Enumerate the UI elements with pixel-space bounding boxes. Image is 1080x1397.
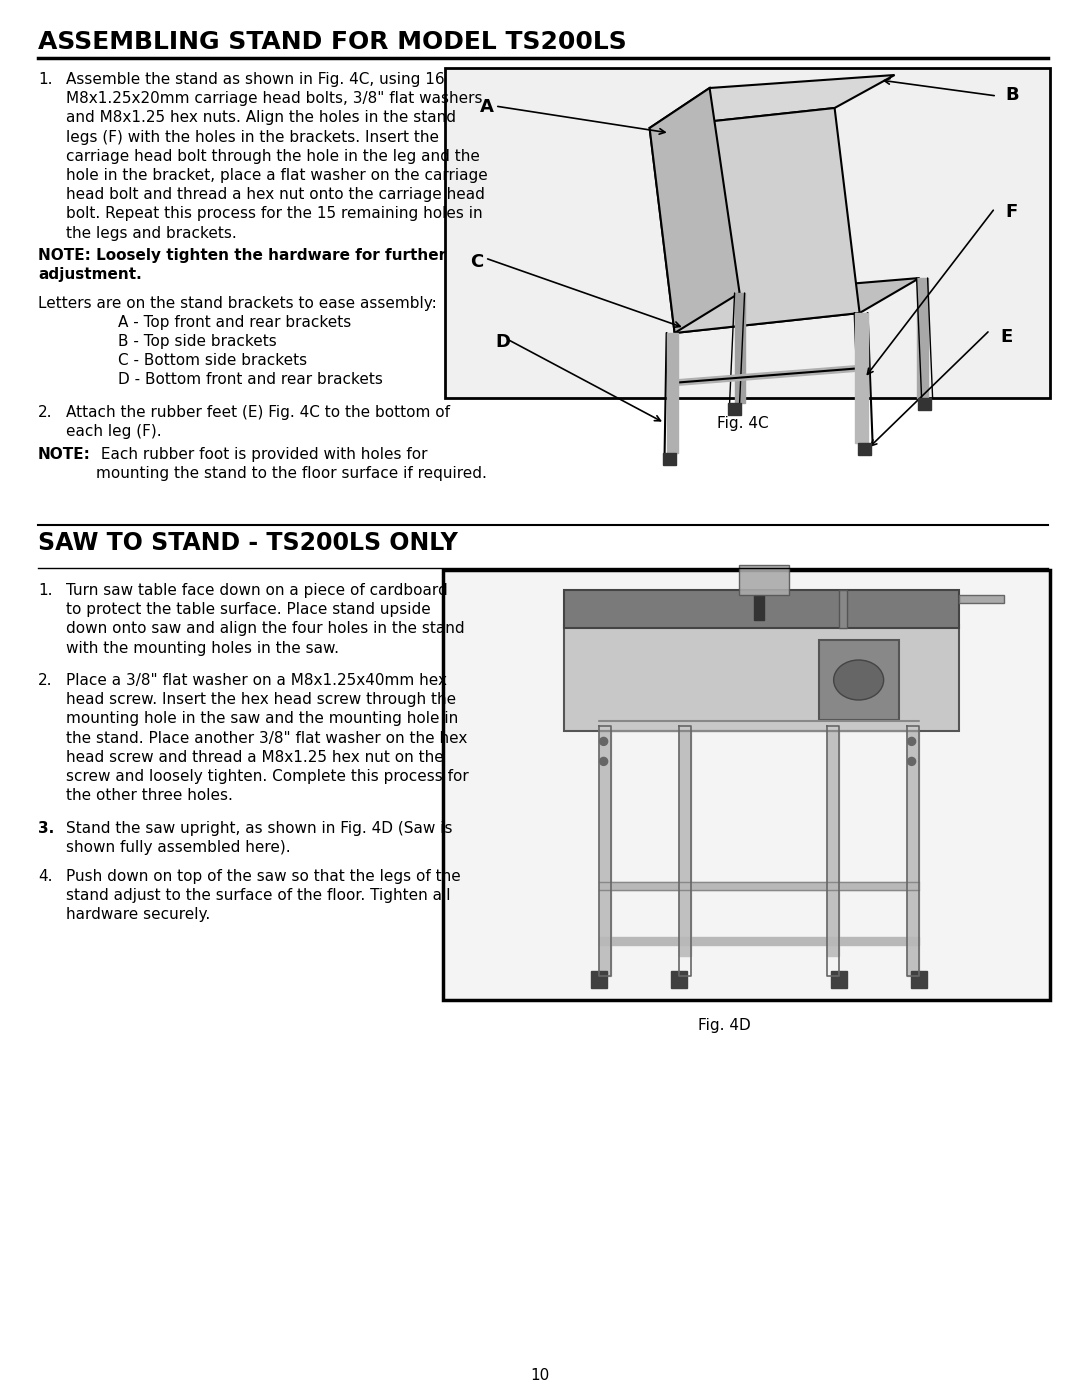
Text: 2.: 2. — [38, 673, 53, 687]
Circle shape — [907, 757, 916, 766]
Text: Each rubber foot is provided with holes for
mounting the stand to the floor surf: Each rubber foot is provided with holes … — [96, 447, 487, 481]
Text: A: A — [480, 98, 494, 116]
Bar — [564, 590, 959, 629]
Circle shape — [907, 738, 916, 746]
Polygon shape — [649, 88, 740, 332]
Bar — [445, 68, 1050, 398]
Text: E: E — [1000, 328, 1012, 346]
Polygon shape — [591, 971, 607, 989]
Text: C - Bottom side brackets: C - Bottom side brackets — [118, 353, 307, 367]
Polygon shape — [663, 453, 676, 465]
Text: Push down on top of the saw so that the legs of the
stand adjust to the surface : Push down on top of the saw so that the … — [66, 869, 461, 922]
Polygon shape — [917, 278, 928, 398]
Polygon shape — [598, 721, 919, 732]
Text: SAW TO STAND - TS200LS ONLY: SAW TO STAND - TS200LS ONLY — [38, 531, 458, 555]
Bar — [839, 590, 847, 629]
Text: Letters are on the stand brackets to ease assembly:: Letters are on the stand brackets to eas… — [38, 296, 436, 312]
Text: 2.: 2. — [38, 405, 53, 420]
Text: ASSEMBLING STAND FOR MODEL TS200LS: ASSEMBLING STAND FOR MODEL TS200LS — [38, 29, 626, 54]
Text: NOTE: Loosely tighten the hardware for further
adjustment.: NOTE: Loosely tighten the hardware for f… — [38, 249, 446, 282]
Text: B: B — [1005, 87, 1018, 103]
Polygon shape — [826, 726, 839, 957]
Circle shape — [599, 738, 608, 746]
Text: NOTE:: NOTE: — [38, 447, 91, 462]
Bar — [959, 595, 1003, 604]
Polygon shape — [854, 313, 867, 443]
Text: 1.: 1. — [38, 73, 53, 87]
Text: D - Bottom front and rear brackets: D - Bottom front and rear brackets — [118, 372, 383, 387]
Polygon shape — [598, 726, 610, 977]
Polygon shape — [739, 564, 788, 595]
Text: 1.: 1. — [38, 583, 53, 598]
Polygon shape — [918, 398, 931, 409]
Bar — [819, 640, 899, 719]
Text: Place a 3/8" flat washer on a M8x1.25x40mm hex
head screw. Insert the hex head s: Place a 3/8" flat washer on a M8x1.25x40… — [66, 673, 469, 803]
Polygon shape — [649, 75, 894, 129]
Polygon shape — [678, 726, 690, 957]
Polygon shape — [728, 402, 741, 415]
Text: B - Top side brackets: B - Top side brackets — [118, 334, 276, 349]
Ellipse shape — [834, 659, 883, 700]
Text: C: C — [470, 253, 483, 271]
Polygon shape — [734, 293, 744, 402]
Text: Fig. 4D: Fig. 4D — [698, 1018, 751, 1032]
Bar — [564, 624, 959, 732]
Text: 10: 10 — [530, 1368, 550, 1383]
Text: F: F — [1005, 203, 1017, 221]
Polygon shape — [910, 971, 927, 989]
Text: 3.: 3. — [38, 821, 54, 835]
Text: D: D — [495, 332, 510, 351]
Polygon shape — [675, 278, 919, 332]
Polygon shape — [754, 595, 764, 620]
Polygon shape — [671, 971, 687, 989]
Text: Stand the saw upright, as shown in Fig. 4D (Saw is
shown fully assembled here).: Stand the saw upright, as shown in Fig. … — [66, 821, 453, 855]
Bar — [443, 570, 1050, 1000]
Polygon shape — [666, 332, 677, 453]
Polygon shape — [906, 726, 919, 977]
Text: Assemble the stand as shown in Fig. 4C, using 16
M8x1.25x20mm carriage head bolt: Assemble the stand as shown in Fig. 4C, … — [66, 73, 488, 240]
Polygon shape — [649, 108, 860, 332]
Text: Attach the rubber feet (E) Fig. 4C to the bottom of
each leg (F).: Attach the rubber feet (E) Fig. 4C to th… — [66, 405, 450, 439]
Text: Turn saw table face down on a piece of cardboard
to protect the table surface. P: Turn saw table face down on a piece of c… — [66, 583, 464, 655]
Polygon shape — [598, 883, 919, 890]
Text: A - Top front and rear brackets: A - Top front and rear brackets — [118, 314, 351, 330]
Text: 4.: 4. — [38, 869, 53, 884]
Circle shape — [599, 757, 608, 766]
Polygon shape — [858, 443, 870, 455]
Text: Fig. 4C: Fig. 4C — [717, 416, 769, 432]
Polygon shape — [831, 971, 847, 989]
Polygon shape — [598, 937, 919, 946]
